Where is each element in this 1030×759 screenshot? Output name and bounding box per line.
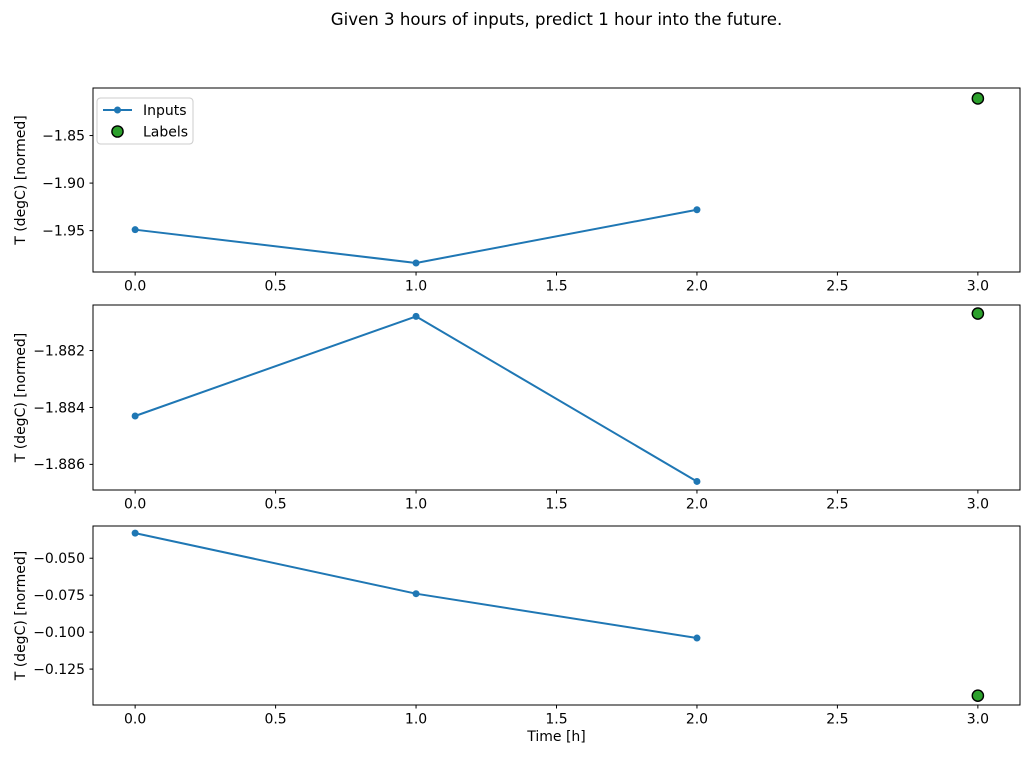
inputs-marker [693,634,701,642]
x-tick-label: 0.0 [124,497,146,513]
inputs-line [135,208,698,264]
y-axis-label: T (degC) [normed] [13,333,29,464]
y-tick-label: −0.100 [33,625,85,641]
x-tick-label: 3.0 [967,712,989,728]
inputs-marker [131,529,139,537]
legend-inputs-label: Inputs [143,103,187,119]
x-tick-label: 1.0 [405,497,427,513]
x-tick-label: 0.0 [124,712,146,728]
x-tick-label: 3.0 [967,497,989,513]
x-tick-label: 0.5 [264,712,286,728]
x-tick-label: 2.0 [686,712,708,728]
labels-dot [971,92,985,105]
x-tick-label: 1.0 [405,712,427,728]
inputs-marker [412,259,420,267]
x-tick-label: 0.5 [264,279,286,295]
y-tick-label: −1.882 [33,343,85,359]
y-tick-label: −1.886 [33,457,85,473]
x-axis-label: Time [h] [526,729,586,745]
inputs-line [134,315,698,483]
inputs-marker [412,312,420,320]
y-tick-label: −1.85 [42,128,85,144]
subplot-3: −0.125 −0.100 −0.075 −0.050 0.0 0.5 1.0 1.5 2.0 2… [13,525,1021,745]
y-tick-label: −1.884 [33,400,85,416]
x-tick-label: 3.0 [967,279,989,295]
y-axis-label: T (degC) [normed] [13,551,29,682]
x-tick-label: 2.0 [686,497,708,513]
legend: Inputs Labels [96,97,194,145]
x-tick-label: 2.5 [826,712,848,728]
x-tick-label: 1.5 [545,279,567,295]
x-tick-label: 1.5 [545,497,567,513]
x-tick-label: 2.0 [686,279,708,295]
figure-title: Given 3 hours of inputs, predict 1 hour … [330,10,783,29]
axes-frame [92,87,1021,273]
y-tick-label: −1.90 [42,176,85,192]
subplot-2: −1.886 −1.884 −1.882 0.0 0.5 1.0 1.5 2.0 2.5 3.0 T… [13,304,1021,513]
legend-labels-label: Labels [143,124,188,140]
legend-inputs-marker [114,106,121,114]
labels-dot [971,307,985,320]
x-tick-label: 0.0 [124,279,146,295]
y-tick-label: −0.125 [33,662,85,678]
y-tick-label: −0.075 [33,588,85,604]
inputs-marker [693,206,701,214]
y-axis-label: T (degC) [normed] [13,115,29,246]
inputs-marker [131,226,139,234]
inputs-marker [412,590,420,598]
y-tick-label: −0.050 [33,551,85,567]
inputs-marker [131,412,139,420]
x-tick-label: 1.0 [405,279,427,295]
inputs-line [134,532,698,640]
inputs-marker [693,477,701,485]
x-tick-label: 1.5 [545,712,567,728]
x-tick-label: 2.5 [826,497,848,513]
axes-frame [92,304,1021,491]
legend-labels-marker [111,125,124,138]
subplot-1: −1.95 −1.90 −1.85 0.0 0.5 1.0 1.5 2.0 2.5 3.0 T (d… [13,87,1021,295]
x-tick-label: 2.5 [826,279,848,295]
labels-dot [971,689,985,702]
y-tick-label: −1.95 [42,223,85,239]
x-tick-label: 0.5 [264,497,286,513]
